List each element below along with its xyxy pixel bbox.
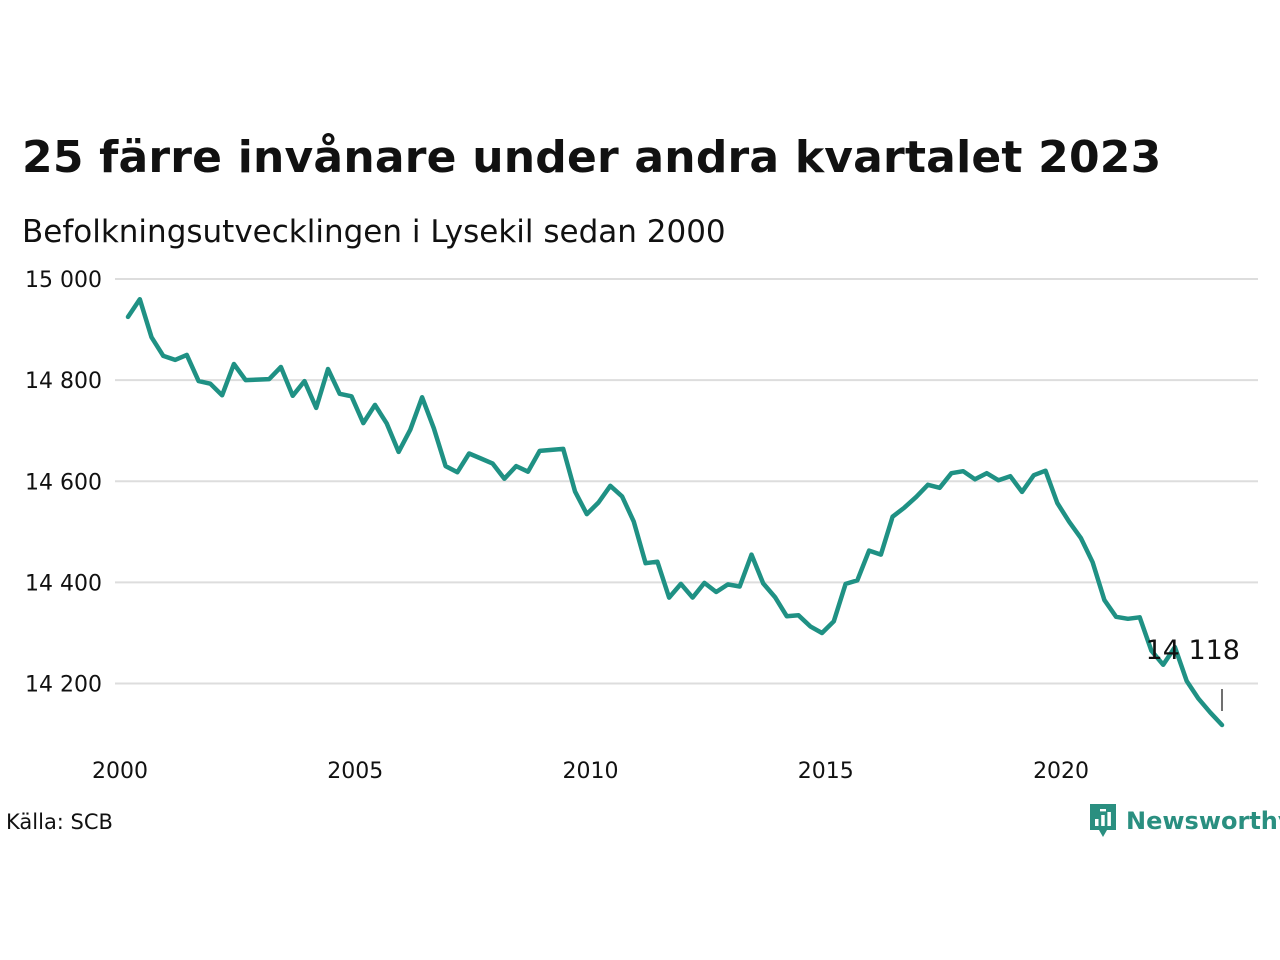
x-tick-label: 2015 [798,759,854,784]
population-series-line [125,296,1225,728]
y-tick-label: 15 000 [25,268,102,293]
newsworthy-logo-icon [1090,804,1116,837]
chart-subtitle: Befolkningsutvecklingen i Lysekil sedan … [22,214,726,250]
chart-title: 25 färre invånare under andra kvartalet … [22,132,1162,183]
gridlines [115,278,1258,685]
y-tick-label: 14 600 [25,470,102,495]
x-tick-label: 2020 [1033,759,1089,784]
x-tick-label: 2010 [563,759,619,784]
y-axis-ticks: 14 200 14 400 14 600 14 800 15 000 [25,268,102,698]
x-tick-label: 2000 [92,759,148,784]
y-tick-label: 14 800 [25,369,102,394]
x-tick-label: 2005 [327,759,383,784]
source-note: Källa: SCB [6,810,113,834]
y-tick-label: 14 200 [25,673,102,698]
y-tick-label: 14 400 [25,571,102,596]
x-axis-ticks: 2000 2005 2010 2015 2020 [92,759,1089,784]
brand-name: Newsworthy [1126,807,1280,835]
annotation-label: 14 118 [1146,635,1240,666]
brand-logo: Newsworthy [1088,803,1280,839]
